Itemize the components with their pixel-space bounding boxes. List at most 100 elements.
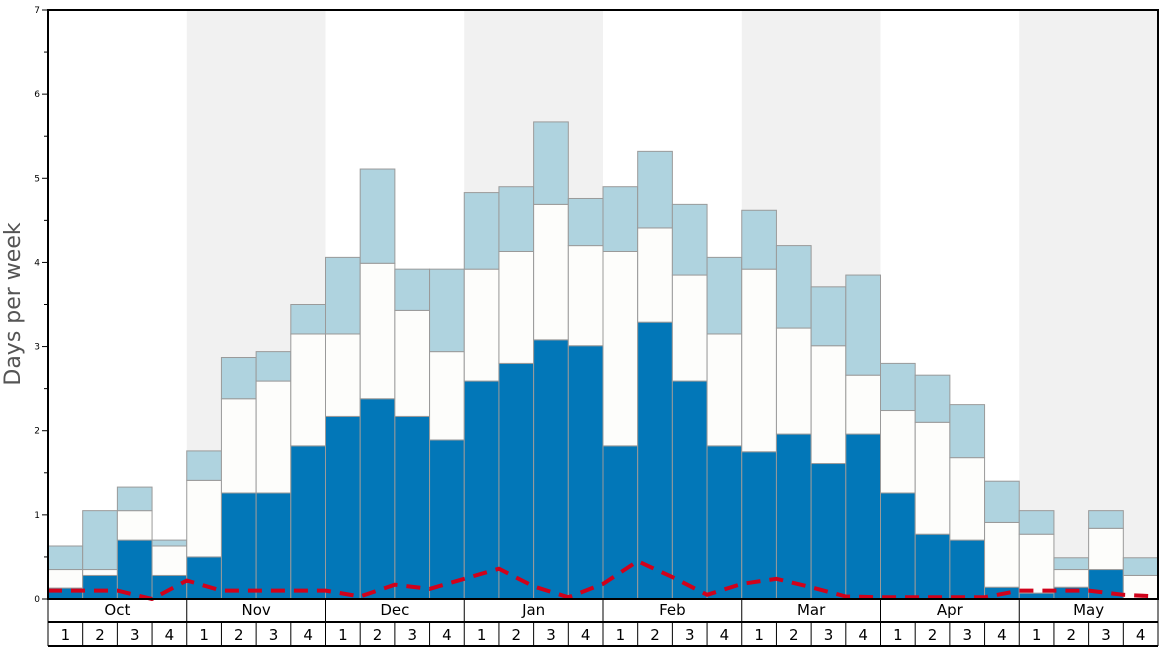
bar-week-20-seg-3 bbox=[706, 256, 743, 335]
stacked-bars bbox=[47, 121, 1159, 600]
bar-week-3-seg-1 bbox=[116, 539, 153, 600]
bar-week-13-seg-1 bbox=[463, 380, 500, 600]
bar-week-20-seg-2 bbox=[706, 333, 743, 447]
week-label: 4 bbox=[442, 626, 452, 644]
week-label: 2 bbox=[1067, 626, 1077, 644]
week-label: 2 bbox=[512, 626, 522, 644]
bar-week-5-seg-2 bbox=[186, 479, 222, 558]
y-tick-label: 5 bbox=[34, 174, 40, 184]
bar-week-5-seg-1 bbox=[186, 556, 222, 600]
week-label: 4 bbox=[1136, 626, 1146, 644]
bar-week-23-seg-2 bbox=[810, 345, 847, 465]
week-label: 4 bbox=[997, 626, 1007, 644]
bar-week-2-seg-3 bbox=[82, 510, 118, 571]
bar-week-15-seg-1 bbox=[533, 339, 569, 600]
bar-week-7-seg-2 bbox=[255, 380, 292, 494]
bar-week-25-seg-2 bbox=[880, 410, 916, 494]
week-label: 3 bbox=[962, 626, 972, 644]
bar-week-22-seg-2 bbox=[775, 327, 812, 435]
bar-week-24-seg-2 bbox=[845, 374, 881, 435]
bar-week-4-seg-1 bbox=[151, 574, 188, 600]
bar-week-21-seg-3 bbox=[741, 209, 777, 270]
bar-week-23-seg-3 bbox=[810, 286, 847, 347]
bar-week-2-seg-1 bbox=[82, 574, 118, 600]
y-tick-label: 1 bbox=[34, 511, 40, 521]
bar-week-12-seg-2 bbox=[429, 351, 465, 441]
bar-week-16-seg-2 bbox=[567, 245, 604, 347]
bar-week-18-seg-3 bbox=[637, 150, 673, 229]
month-label-mar: Mar bbox=[797, 601, 826, 619]
week-label: 2 bbox=[928, 626, 938, 644]
y-tick-label: 6 bbox=[34, 90, 40, 100]
bar-week-25-seg-1 bbox=[880, 492, 916, 600]
week-label: 2 bbox=[95, 626, 105, 644]
trend-line bbox=[48, 559, 1159, 601]
bar-week-9-seg-3 bbox=[325, 256, 361, 335]
bar-week-20-seg-1 bbox=[706, 445, 743, 600]
week-label: 3 bbox=[269, 626, 279, 644]
bar-week-8-seg-2 bbox=[290, 333, 326, 447]
bar-week-3-seg-2 bbox=[116, 510, 153, 541]
y-tick-label: 2 bbox=[34, 427, 40, 437]
bar-week-32-seg-3 bbox=[1122, 557, 1159, 576]
bar-week-17-seg-2 bbox=[602, 250, 639, 447]
bar-week-12-seg-1 bbox=[429, 439, 465, 600]
month-label-jan: Jan bbox=[521, 601, 545, 619]
bar-week-28-seg-2 bbox=[984, 521, 1020, 588]
bar-week-14-seg-1 bbox=[498, 362, 535, 600]
y-axis: 0 1 2 3 4 5 6 7 bbox=[34, 6, 48, 605]
week-label: 2 bbox=[789, 626, 799, 644]
bar-week-30-seg-2 bbox=[1053, 569, 1090, 588]
bar-week-7-seg-3 bbox=[255, 351, 292, 382]
bar-week-18-seg-1 bbox=[637, 321, 673, 600]
bar-week-13-seg-3 bbox=[463, 192, 500, 270]
bar-week-15-seg-2 bbox=[533, 203, 569, 341]
bar-week-17-seg-1 bbox=[602, 445, 639, 600]
bar-week-12-seg-3 bbox=[429, 268, 465, 353]
month-label-dec: Dec bbox=[380, 601, 409, 619]
bar-week-22-seg-3 bbox=[775, 245, 812, 329]
bar-week-10-seg-1 bbox=[359, 398, 396, 600]
week-label: 3 bbox=[546, 626, 556, 644]
week-label: 1 bbox=[1032, 626, 1042, 644]
week-label: 4 bbox=[858, 626, 868, 644]
y-tick-label: 0 bbox=[34, 595, 40, 605]
week-label: 4 bbox=[581, 626, 591, 644]
dashed-trend-line bbox=[48, 559, 1159, 601]
month-band-may bbox=[1019, 10, 1158, 599]
bar-week-24-seg-3 bbox=[845, 274, 881, 376]
bar-week-11-seg-2 bbox=[394, 309, 431, 417]
bar-week-4-seg-2 bbox=[151, 545, 188, 576]
bar-week-16-seg-1 bbox=[567, 345, 604, 600]
bar-week-14-seg-2 bbox=[498, 250, 535, 364]
x-axis: Oct Nov Dec Jan Feb Mar Apr May 1 2 3 4 1 2 3 4 1 2 3 4 1 2 3 4… bbox=[47, 599, 1159, 647]
bar-week-14-seg-3 bbox=[498, 186, 535, 252]
bar-week-9-seg-1 bbox=[325, 415, 361, 600]
bar-week-29-seg-2 bbox=[1018, 533, 1055, 594]
bar-week-8-seg-1 bbox=[290, 445, 326, 600]
bar-week-28-seg-3 bbox=[984, 480, 1020, 523]
bar-week-27-seg-3 bbox=[949, 404, 986, 459]
week-label: 1 bbox=[199, 626, 209, 644]
bar-week-9-seg-2 bbox=[325, 333, 361, 417]
month-label-apr: Apr bbox=[937, 601, 964, 619]
week-label: 3 bbox=[824, 626, 834, 644]
week-label: 4 bbox=[720, 626, 730, 644]
bar-week-16-seg-3 bbox=[567, 197, 604, 247]
bar-week-19-seg-1 bbox=[671, 380, 708, 600]
month-label-oct: Oct bbox=[104, 601, 130, 619]
bar-week-25-seg-3 bbox=[880, 362, 916, 412]
bar-week-18-seg-2 bbox=[637, 227, 673, 323]
bar-week-1-seg-2 bbox=[47, 569, 84, 589]
week-label: 3 bbox=[407, 626, 417, 644]
week-label: 2 bbox=[650, 626, 660, 644]
y-tick-label: 4 bbox=[34, 258, 40, 268]
bar-week-26-seg-1 bbox=[914, 533, 951, 600]
bar-week-3-seg-3 bbox=[116, 486, 153, 512]
week-label: 1 bbox=[338, 626, 348, 644]
bar-week-27-seg-1 bbox=[949, 539, 986, 600]
week-label: 2 bbox=[234, 626, 244, 644]
bar-week-1-seg-3 bbox=[47, 545, 84, 571]
bar-week-17-seg-3 bbox=[602, 186, 639, 252]
